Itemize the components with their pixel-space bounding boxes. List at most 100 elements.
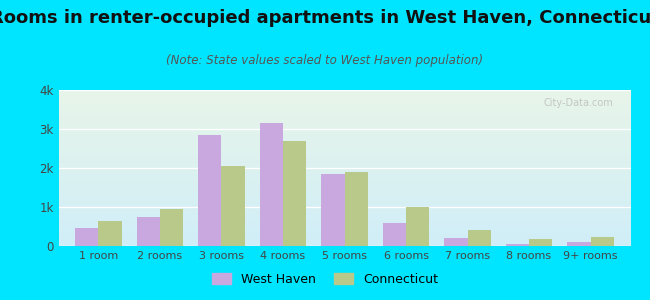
Bar: [58, 164, 630, 165]
Bar: [58, 230, 630, 231]
Bar: [58, 184, 630, 185]
Bar: [58, 128, 630, 129]
Bar: [58, 244, 630, 245]
Bar: [58, 90, 630, 91]
Bar: [58, 208, 630, 209]
Bar: [58, 102, 630, 103]
Bar: [58, 125, 630, 126]
Bar: [58, 148, 630, 149]
Bar: [58, 245, 630, 246]
Bar: [58, 100, 630, 101]
Bar: [58, 227, 630, 228]
Bar: [58, 214, 630, 215]
Bar: [58, 171, 630, 172]
Text: City-Data.com: City-Data.com: [543, 98, 614, 108]
Bar: [58, 170, 630, 171]
Bar: [58, 124, 630, 125]
Bar: [58, 211, 630, 212]
Bar: [58, 204, 630, 205]
Bar: [58, 116, 630, 117]
Bar: [58, 185, 630, 186]
Bar: [58, 114, 630, 115]
Bar: [58, 130, 630, 131]
Bar: [136, 217, 160, 246]
Bar: [58, 229, 630, 230]
Bar: [58, 217, 630, 218]
Bar: [58, 215, 630, 216]
Bar: [58, 168, 630, 169]
Bar: [383, 223, 406, 246]
Bar: [58, 189, 630, 190]
Bar: [58, 181, 630, 182]
Bar: [58, 231, 630, 232]
Bar: [58, 220, 630, 221]
Bar: [58, 92, 630, 93]
Bar: [283, 141, 306, 246]
Bar: [58, 155, 630, 156]
Bar: [58, 95, 630, 96]
Bar: [58, 174, 630, 175]
Bar: [58, 212, 630, 213]
Bar: [58, 221, 630, 222]
Bar: [58, 106, 630, 107]
Bar: [75, 229, 99, 246]
Bar: [58, 216, 630, 217]
Bar: [58, 111, 630, 112]
Text: (Note: State values scaled to West Haven population): (Note: State values scaled to West Haven…: [166, 54, 484, 67]
Bar: [58, 160, 630, 161]
Bar: [58, 107, 630, 108]
Bar: [58, 182, 630, 183]
Bar: [58, 209, 630, 210]
Bar: [58, 141, 630, 142]
Bar: [58, 144, 630, 145]
Bar: [58, 103, 630, 104]
Bar: [58, 132, 630, 133]
Bar: [58, 96, 630, 97]
Text: Rooms in renter-occupied apartments in West Haven, Connecticut: Rooms in renter-occupied apartments in W…: [0, 9, 650, 27]
Bar: [259, 123, 283, 246]
Bar: [58, 138, 630, 139]
Bar: [58, 91, 630, 92]
Bar: [344, 172, 368, 246]
Bar: [58, 243, 630, 244]
Bar: [58, 206, 630, 207]
Bar: [58, 167, 630, 168]
Bar: [58, 104, 630, 105]
Bar: [58, 149, 630, 150]
Bar: [58, 213, 630, 214]
Bar: [58, 129, 630, 130]
Bar: [58, 147, 630, 148]
Bar: [58, 200, 630, 201]
Bar: [590, 237, 614, 246]
Bar: [58, 233, 630, 234]
Bar: [58, 108, 630, 109]
Bar: [58, 97, 630, 98]
Bar: [58, 99, 630, 100]
Bar: [58, 105, 630, 106]
Bar: [58, 193, 630, 194]
Bar: [58, 239, 630, 240]
Bar: [58, 169, 630, 170]
Bar: [58, 135, 630, 136]
Bar: [58, 207, 630, 208]
Bar: [58, 199, 630, 200]
Bar: [58, 191, 630, 192]
Bar: [58, 137, 630, 138]
Bar: [58, 163, 630, 164]
Bar: [58, 93, 630, 94]
Bar: [58, 112, 630, 113]
Bar: [506, 244, 529, 246]
Bar: [467, 230, 491, 246]
Bar: [58, 159, 630, 160]
Bar: [58, 115, 630, 116]
Bar: [58, 153, 630, 154]
Bar: [58, 201, 630, 202]
Bar: [58, 203, 630, 204]
Bar: [58, 176, 630, 177]
Bar: [58, 236, 630, 237]
Bar: [58, 131, 630, 132]
Bar: [58, 152, 630, 153]
Bar: [58, 173, 630, 174]
Bar: [58, 162, 630, 163]
Bar: [58, 183, 630, 184]
